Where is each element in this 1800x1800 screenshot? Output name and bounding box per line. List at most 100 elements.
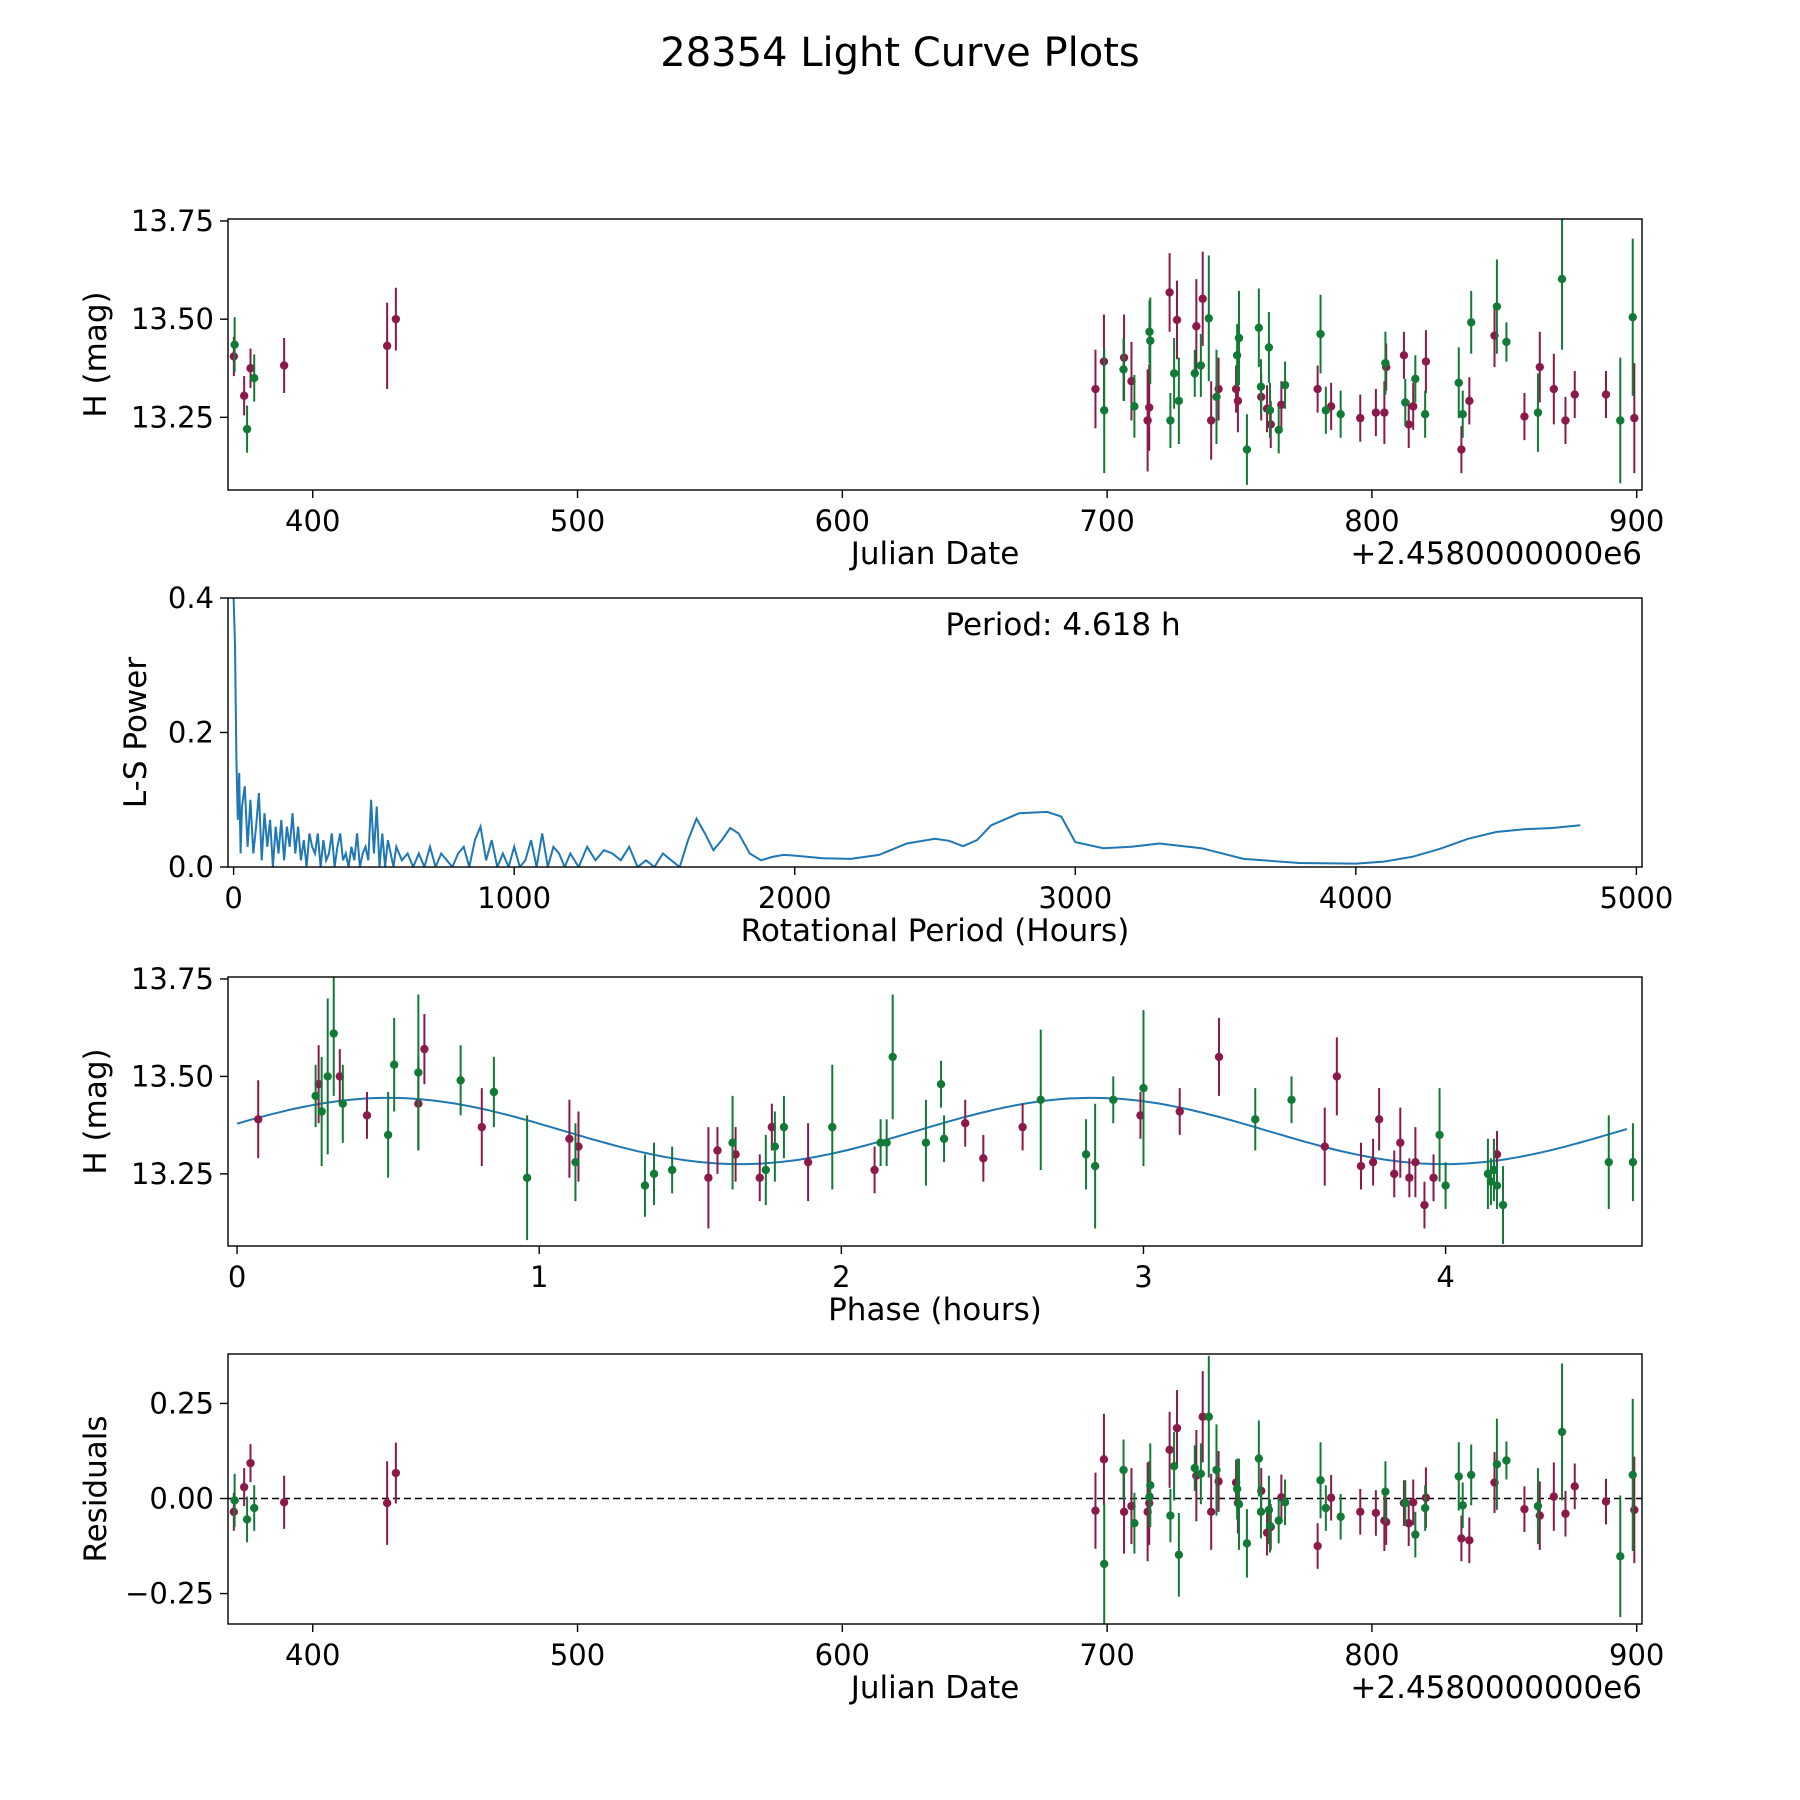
residuals-xtick-label: 800 <box>1344 1638 1399 1672</box>
residuals-green-point <box>1264 1505 1274 1515</box>
periodogram-xtick-label: 0 <box>224 881 242 915</box>
residuals-green-point <box>1616 1552 1625 1561</box>
periodogram-plot-area <box>232 598 1581 867</box>
lightcurve-red-point <box>1206 416 1216 425</box>
phased-red-point <box>1368 1157 1378 1167</box>
residuals-red-point <box>1570 1482 1579 1491</box>
phased-green-point <box>1492 1181 1502 1190</box>
residuals-green-point <box>1316 1476 1325 1485</box>
residuals-green-point <box>1204 1412 1213 1421</box>
lightcurve-red-point <box>1399 351 1409 360</box>
lightcurve-red-point <box>1233 396 1243 406</box>
residuals-red-point <box>279 1498 289 1507</box>
phased-red-point <box>477 1122 486 1132</box>
phased-red-point <box>1320 1142 1329 1151</box>
residuals-xtick-label: 400 <box>285 1638 340 1672</box>
residuals-green-point <box>1381 1487 1390 1496</box>
phased-green-point <box>329 1029 338 1038</box>
residuals-xtick-label: 500 <box>550 1638 605 1672</box>
lightcurve-ytick-label: 13.50 <box>131 302 214 336</box>
lightcurve-red-point <box>1561 416 1570 425</box>
phased-red-point <box>979 1154 988 1163</box>
lightcurve-green-point <box>1502 337 1511 347</box>
lightcurve-green-point <box>1130 402 1139 411</box>
residuals-xtick-label: 700 <box>1079 1638 1134 1672</box>
residuals-green-point <box>1280 1498 1290 1507</box>
lightcurve-red-point <box>1356 413 1365 423</box>
residuals-green-point <box>1166 1511 1175 1520</box>
residuals-green-point <box>1256 1507 1266 1517</box>
phased-red-point <box>1175 1107 1184 1116</box>
phased-red-point <box>1390 1169 1399 1179</box>
residuals-red-point <box>1561 1509 1570 1518</box>
periodogram-series-line <box>232 598 1581 867</box>
lightcurve-green-point <box>250 373 259 383</box>
phased-green-point <box>1090 1161 1100 1171</box>
residuals-green-point <box>1100 1559 1109 1569</box>
lightcurve-green-point <box>1242 445 1252 454</box>
phased-green-point <box>1139 1083 1148 1093</box>
lightcurve-red-point <box>1421 357 1431 366</box>
residuals-red-point <box>1313 1541 1322 1551</box>
residuals-red-point <box>239 1482 249 1492</box>
phased-ytick-label: 13.50 <box>131 1059 214 1093</box>
phased-red-point <box>1018 1122 1027 1132</box>
phased-green-point <box>667 1165 677 1175</box>
lightcurve-green-point <box>1169 369 1179 378</box>
phased-green-point <box>323 1072 332 1081</box>
phased-green-point <box>311 1091 320 1101</box>
residuals-green-point <box>250 1503 259 1513</box>
phased-green-point <box>1498 1200 1508 1210</box>
lightcurve-green-point <box>1616 416 1625 425</box>
phased-red-point <box>803 1157 813 1167</box>
residuals-red-point <box>1091 1506 1100 1515</box>
residuals-green-point <box>1502 1456 1511 1465</box>
residuals-red-point <box>1404 1519 1413 1528</box>
lightcurve-green-point <box>242 424 252 434</box>
lightcurve-green-point <box>1264 343 1274 352</box>
phased-xtick-label: 2 <box>832 1260 850 1294</box>
lightcurve-red-point <box>1371 408 1381 417</box>
phased-plot-area <box>236 977 1638 1245</box>
phased-green-point <box>888 1052 897 1062</box>
lightcurve-red-point <box>1630 413 1639 423</box>
phased-red-point <box>1332 1072 1342 1081</box>
lightcurve-offset-label: +2.4580000000e6 <box>1350 536 1642 572</box>
plots-layer: 400 500 600 700 800 90013.2513.5013.75Julian … <box>78 204 1673 1706</box>
lightcurve-green-point <box>1196 361 1206 370</box>
residuals-green-point <box>1274 1516 1283 1525</box>
periodogram-ytick-label: 0.0 <box>168 850 214 884</box>
phased-green-point <box>1109 1095 1118 1105</box>
residuals-red-point <box>1356 1507 1365 1517</box>
residuals-ytick-label: 0.25 <box>149 1386 214 1420</box>
residuals-green-point <box>1242 1539 1252 1548</box>
residuals-green-point <box>1234 1500 1244 1509</box>
phased-red-point <box>1214 1052 1224 1062</box>
phased-green-point <box>921 1138 931 1147</box>
phased-green-point <box>522 1173 532 1182</box>
lightcurve-green-point <box>1280 380 1290 390</box>
lightcurve-red-point <box>1145 403 1154 412</box>
lightcurve-green-point <box>1234 333 1244 343</box>
residuals-green-point <box>1212 1465 1221 1475</box>
phased-green-point <box>1036 1095 1045 1105</box>
phased-red-point <box>870 1165 879 1175</box>
residuals-red-point <box>382 1498 392 1508</box>
phased-xtick-label: 0 <box>228 1260 246 1294</box>
lightcurve-red-point <box>1570 390 1579 399</box>
phased-green-point <box>1251 1115 1260 1124</box>
lightcurve-red-point <box>1535 362 1544 372</box>
residuals-ytick-label: 0.00 <box>149 1482 214 1516</box>
lightcurve-green-point <box>1254 323 1264 332</box>
residuals-green-point <box>1254 1454 1264 1463</box>
lightcurve-red-point <box>246 364 255 373</box>
residuals-green-point <box>1467 1470 1476 1480</box>
residuals-plot-area <box>228 1355 1642 1624</box>
residuals-green-point <box>1174 1550 1184 1559</box>
residuals-red-point <box>1630 1505 1639 1515</box>
phased-green-point <box>939 1134 949 1143</box>
lightcurve-green-point <box>1190 369 1199 378</box>
residuals-green-point <box>1533 1501 1543 1511</box>
phased-ytick-label: 13.75 <box>131 962 214 996</box>
